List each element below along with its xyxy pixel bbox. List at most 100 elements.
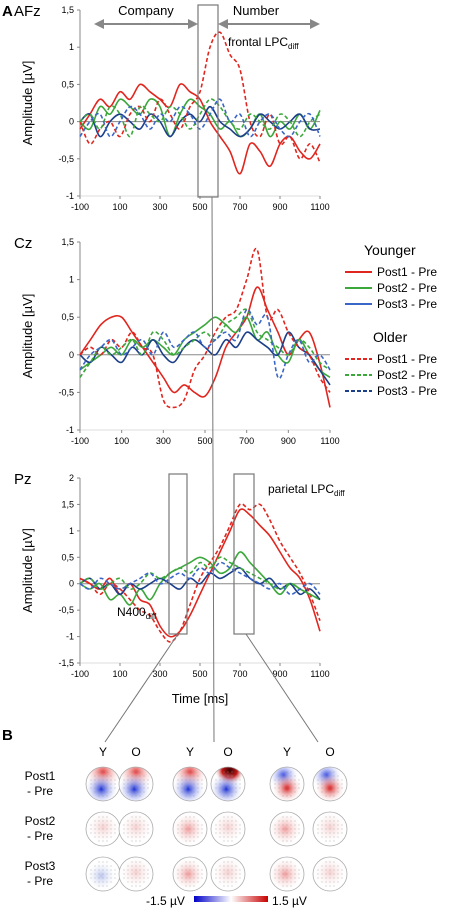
- series-line-younger-post2-pre: [79, 98, 321, 138]
- legend: Younger Post1 - Pre Post2 - Pre Post3 - …: [345, 242, 437, 398]
- window-box-pz-650-750: [233, 473, 255, 635]
- topomap-row-label: - Pre: [27, 829, 53, 843]
- y-tick-label: 0,5: [61, 552, 74, 562]
- legend-younger-post3: Post3 - Pre: [377, 297, 437, 311]
- topomap-head-faint-red: [269, 811, 305, 847]
- topomap-column-label: O: [325, 745, 334, 759]
- topomap-column-label: O: [223, 745, 232, 759]
- topomap-head-faint-blue: [85, 856, 121, 892]
- legend-younger-post2: Post2 - Pre: [377, 281, 437, 295]
- x-tick-label: 700: [239, 436, 254, 446]
- y-tick-label: 1: [69, 42, 74, 52]
- panel-label-b: B: [2, 727, 13, 744]
- chart-cz: Cz Amplitude [µV] -1 -0,5 0 0,5 1 1,5 -100 100 300…: [14, 235, 340, 446]
- x-tick-label: 1100: [320, 436, 339, 446]
- series-line-younger-post1-pre: [79, 508, 321, 638]
- colorbar-min-label: -1.5 µV: [146, 894, 185, 908]
- frontal-lpc-annotation: frontal LPCdiff: [228, 35, 299, 51]
- company-label: Company: [118, 3, 174, 18]
- topomap-head-front-red-back-blue: [118, 766, 154, 802]
- y-tick-label: 0: [69, 117, 74, 127]
- series-line-younger-post2-pre: [79, 316, 331, 379]
- series-line-older-post3-pre: [79, 561, 321, 596]
- window-box-afz-500-600: [197, 4, 219, 198]
- y-tick-label: 0,5: [61, 79, 74, 89]
- x-tick-label: 100: [112, 669, 127, 679]
- topomap-head-faint: [210, 811, 246, 847]
- number-label: Number: [233, 3, 280, 18]
- y-axis-label: Amplitude [µV]: [20, 528, 35, 613]
- series-line-older-post1-pre: [79, 503, 321, 643]
- n400-annotation: N400diff: [117, 605, 157, 621]
- chart-title: Cz: [14, 235, 32, 252]
- y-tick-label: 1,5: [61, 499, 74, 509]
- connector-line-right: [245, 633, 319, 743]
- y-axis-label: Amplitude [µV]: [20, 294, 35, 379]
- topomap-head-front-dark-back-blue: [210, 766, 246, 802]
- series-line-older-post2-pre: [79, 556, 321, 601]
- topomap-head-faint: [118, 811, 154, 847]
- number-arrow: [218, 19, 320, 29]
- series-line-older-post2-pre: [79, 308, 331, 378]
- y-tick-label: 1,5: [61, 237, 74, 247]
- x-tick-label: 300: [152, 669, 167, 679]
- x-tick-label: 1100: [310, 669, 329, 679]
- topomap-head-front-red-back-blue: [85, 766, 121, 802]
- chart-afz: AFz Amplitude [µV] -1 -0,5 0 0,5 1 1,5 -100 100 30…: [14, 3, 330, 212]
- x-tick-label: -100: [71, 669, 89, 679]
- y-tick-label: 1: [69, 526, 74, 536]
- x-tick-label: 700: [232, 669, 247, 679]
- topomap-head-faint: [210, 856, 246, 892]
- topomap-column-label: Y: [283, 745, 291, 759]
- legend-younger-post1: Post1 - Pre: [377, 265, 437, 279]
- x-tick-label: -100: [71, 436, 89, 446]
- legend-younger-title: Younger: [364, 242, 416, 258]
- x-tick-label: 900: [281, 436, 296, 446]
- y-axis-label: Amplitude [µV]: [20, 61, 35, 146]
- topomap-row-label: - Pre: [27, 784, 53, 798]
- x-tick-label: 500: [192, 202, 207, 212]
- connector-line-center: [211, 196, 215, 743]
- series-line-older-post3-pre: [79, 308, 331, 380]
- topomap-head-faint: [85, 811, 121, 847]
- x-tick-label: 100: [114, 436, 129, 446]
- panel-label-a: A: [2, 3, 13, 20]
- series-line-older-post2-pre: [79, 98, 321, 138]
- y-tick-label: -0,5: [58, 387, 74, 397]
- x-axis-label: Time [ms]: [172, 691, 229, 706]
- chart-title: AFz: [14, 3, 41, 20]
- legend-older-post2: Post2 - Pre: [377, 368, 437, 382]
- series-line-younger-post1-pre: [79, 83, 321, 175]
- topomap-column-label: Y: [99, 745, 107, 759]
- topomap-row-label: - Pre: [27, 874, 53, 888]
- series-line-younger-post3-pre: [79, 566, 321, 601]
- x-tick-label: -100: [71, 202, 89, 212]
- topomap-row-label: Post3: [25, 859, 56, 873]
- y-tick-label: 1,5: [61, 5, 74, 15]
- topomap-head-faint: [312, 856, 348, 892]
- y-tick-label: 1: [69, 275, 74, 285]
- y-tick-label: 0,5: [61, 312, 74, 322]
- topomap-row-label: Post2: [25, 814, 56, 828]
- colorbar: [194, 896, 268, 902]
- topomap-head-center-red: [312, 766, 348, 802]
- chart-pz: Pz Amplitude [µV] -1,5 -1 -0,5 0 0,5 1 1,5 2 -100 1…: [14, 471, 330, 706]
- topomap-row-label: Post1: [25, 769, 56, 783]
- parietal-lpc-annotation: parietal LPCdiff: [268, 482, 345, 498]
- window-box-pz-300-400: [168, 473, 188, 635]
- topomap-head-faint-red: [172, 856, 208, 892]
- company-arrow: [94, 19, 198, 29]
- y-tick-label: 2: [69, 473, 74, 483]
- legend-older-post3: Post3 - Pre: [377, 384, 437, 398]
- legend-older-post1: Post1 - Pre: [377, 352, 437, 366]
- x-tick-label: 700: [232, 202, 247, 212]
- series-line-older-post3-pre: [79, 98, 321, 138]
- series-line-older-post1-pre: [79, 31, 321, 163]
- y-tick-label: -0,5: [58, 605, 74, 615]
- chart-title: Pz: [14, 471, 32, 488]
- y-tick-label: -1,5: [58, 658, 74, 668]
- series-line-older-post1-pre: [79, 247, 331, 409]
- x-tick-label: 300: [156, 436, 171, 446]
